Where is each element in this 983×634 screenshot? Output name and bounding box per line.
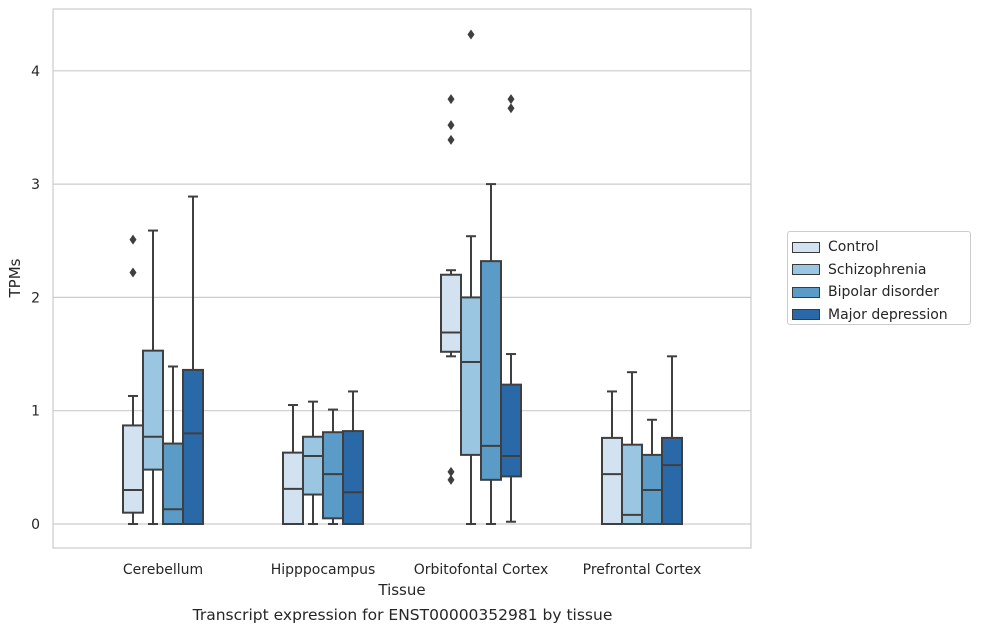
outlier-point	[447, 94, 455, 105]
box-schizophrenia	[621, 371, 643, 525]
x-axis-label: Tissue	[377, 581, 425, 599]
legend-item-major-depression: Major depression	[792, 304, 970, 327]
box-iqr	[322, 431, 344, 520]
box-iqr	[621, 443, 643, 525]
x-tick-label: Cerebellum	[123, 562, 203, 578]
box-schizophrenia	[460, 29, 482, 525]
box-major-depression	[182, 195, 204, 525]
legend-item-control: Control	[792, 236, 970, 259]
box-iqr	[342, 430, 364, 525]
y-tick-label: 4	[31, 64, 40, 80]
outlier-point	[447, 474, 455, 485]
box-schizophrenia	[142, 229, 164, 525]
box-control	[282, 404, 304, 525]
outlier-point	[507, 94, 515, 105]
box-major-depression	[661, 355, 683, 525]
box-schizophrenia	[302, 400, 324, 525]
box-iqr	[500, 383, 522, 478]
box-iqr	[142, 349, 164, 471]
legend-swatch-schizophrenia	[792, 264, 820, 276]
box-iqr	[122, 424, 144, 514]
legend: Control Schizophrenia Bipolar disorder M…	[787, 231, 971, 325]
outlier-point	[467, 29, 475, 40]
box-major-depression	[500, 94, 522, 523]
box-control	[601, 390, 623, 525]
outlier-point	[447, 120, 455, 131]
outlier-point	[129, 234, 137, 245]
x-tick-label: Orbitofontal Cortex	[414, 562, 549, 578]
box-bipolar-disorder	[641, 418, 663, 525]
y-tick-label: 1	[31, 404, 40, 420]
box-bipolar-disorder	[322, 408, 344, 525]
x-tick-labels: Cerebellum Hipppocampus Orbitofontal Corte…	[123, 562, 701, 578]
legend-swatch-control	[792, 241, 820, 253]
x-tick-label: Prefrontal Cortex	[583, 562, 702, 578]
outlier-point	[129, 267, 137, 278]
y-tick-label: 0	[31, 517, 40, 533]
box-iqr	[480, 260, 502, 481]
legend-label-bipolar-disorder: Bipolar disorder	[828, 284, 940, 301]
legend-label-schizophrenia: Schizophrenia	[828, 261, 927, 278]
legend-item-schizophrenia: Schizophrenia	[792, 259, 970, 282]
box-major-depression	[342, 390, 364, 525]
legend-swatch-major-depression	[792, 309, 820, 321]
box-iqr	[182, 368, 204, 525]
box-control	[440, 94, 462, 485]
y-tick-labels: 0 1 2 3 4	[31, 64, 40, 533]
box-iqr	[162, 442, 184, 526]
box-bipolar-disorder	[162, 365, 184, 526]
outlier-point	[447, 134, 455, 145]
legend-label-control: Control	[828, 239, 879, 256]
box-iqr	[661, 436, 683, 525]
plot-frame	[52, 8, 752, 549]
x-tick-label: Hipppocampus	[271, 562, 376, 578]
box-iqr	[302, 435, 324, 496]
box-iqr	[601, 436, 623, 525]
y-tick-label: 3	[31, 177, 40, 193]
legend-item-bipolar-disorder: Bipolar disorder	[792, 281, 970, 304]
box-iqr	[460, 296, 482, 456]
box-bipolar-disorder	[480, 183, 502, 525]
outlier-point	[447, 466, 455, 477]
box-plots	[122, 29, 683, 526]
box-iqr	[440, 273, 462, 353]
outlier-point	[507, 103, 515, 114]
y-tick-label: 2	[31, 290, 40, 306]
legend-swatch-bipolar-disorder	[792, 286, 820, 298]
chart-caption: Transcript expression for ENST0000035298…	[192, 606, 613, 624]
box-control	[122, 234, 144, 525]
legend-label-major-depression: Major depression	[828, 306, 948, 323]
y-axis-label: TPMs	[6, 258, 24, 298]
